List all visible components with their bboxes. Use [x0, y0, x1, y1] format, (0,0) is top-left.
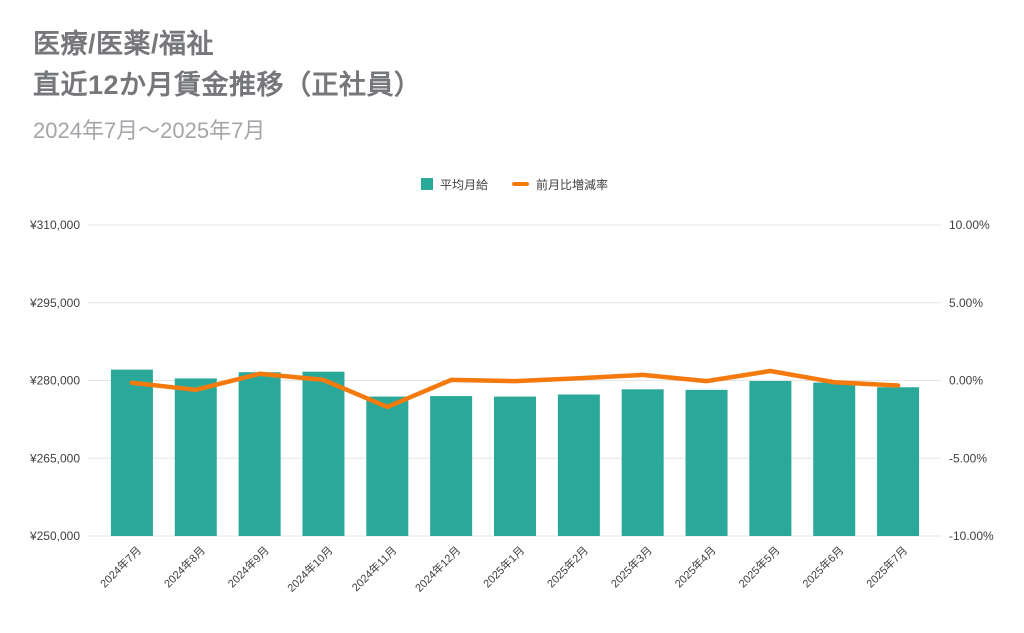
x-axis-label: 2025年6月: [799, 543, 846, 590]
legend-label-salary: 平均月給: [439, 177, 488, 192]
x-axis-label: 2024年7月: [97, 543, 144, 590]
left-axis-tick-label: ¥310,000: [29, 218, 80, 232]
left-axis-tick-label: ¥295,000: [29, 296, 80, 310]
x-axis-label: 2024年11月: [349, 543, 400, 594]
chart-title-line1: 医療/医薬/福祉: [33, 29, 215, 59]
bar-series-swatch-icon: [420, 178, 433, 190]
left-axis-tick-label: ¥265,000: [29, 451, 80, 465]
salary-bar[interactable]: [877, 387, 920, 536]
salary-bar[interactable]: [366, 396, 409, 536]
right-axis-tick-label: -5.00%: [949, 451, 987, 465]
salary-bar[interactable]: [685, 389, 728, 536]
right-axis-tick-label: -10.00%: [949, 529, 994, 543]
salary-bar[interactable]: [813, 382, 856, 536]
line-series-swatch-icon: [512, 182, 529, 186]
salary-bar[interactable]: [430, 396, 473, 536]
legend-label-rate: 前月比増減率: [536, 177, 609, 192]
x-axis-label: 2024年10月: [284, 543, 335, 594]
salary-bar[interactable]: [749, 381, 792, 536]
right-axis-tick-label: 0.00%: [949, 374, 983, 388]
salary-bar[interactable]: [110, 369, 153, 536]
salary-bar[interactable]: [238, 372, 281, 536]
x-axis-label: 2025年3月: [608, 543, 655, 590]
x-axis-label: 2024年12月: [412, 543, 463, 594]
left-axis-tick-label: ¥280,000: [29, 374, 80, 388]
chart-title-line2: 直近12か月賃金推移（正社員）: [33, 70, 422, 100]
legend-item-salary[interactable]: 平均月給: [420, 176, 488, 193]
x-axis-label: 2024年8月: [161, 543, 208, 590]
salary-bar[interactable]: [302, 371, 345, 536]
x-axis-label: 2025年2月: [544, 543, 591, 590]
chart-header: 医療/医薬/福祉 直近12か月賃金推移（正社員） 2024年7月～2025年7月: [33, 24, 422, 144]
right-axis-tick-label: 10.00%: [949, 218, 990, 232]
chart-subtitle: 2024年7月～2025年7月: [33, 118, 266, 143]
x-axis-label: 2025年7月: [863, 543, 910, 590]
salary-bar[interactable]: [557, 394, 600, 536]
legend-item-rate[interactable]: 前月比増減率: [512, 176, 608, 193]
rate-line[interactable]: [129, 368, 901, 410]
right-axis-tick-label: 5.00%: [949, 296, 983, 310]
x-axis-label: 2024年9月: [225, 543, 272, 590]
x-axis-label: 2025年5月: [735, 543, 782, 590]
chart-legend: 平均月給 前月比増減率: [88, 174, 941, 194]
x-axis-label: 2025年1月: [480, 543, 527, 590]
salary-bar[interactable]: [621, 389, 664, 536]
salary-bar[interactable]: [494, 396, 536, 536]
salary-bar[interactable]: [174, 378, 217, 536]
x-axis-label: 2025年4月: [672, 543, 719, 590]
left-axis-tick-label: ¥250,000: [29, 529, 80, 543]
